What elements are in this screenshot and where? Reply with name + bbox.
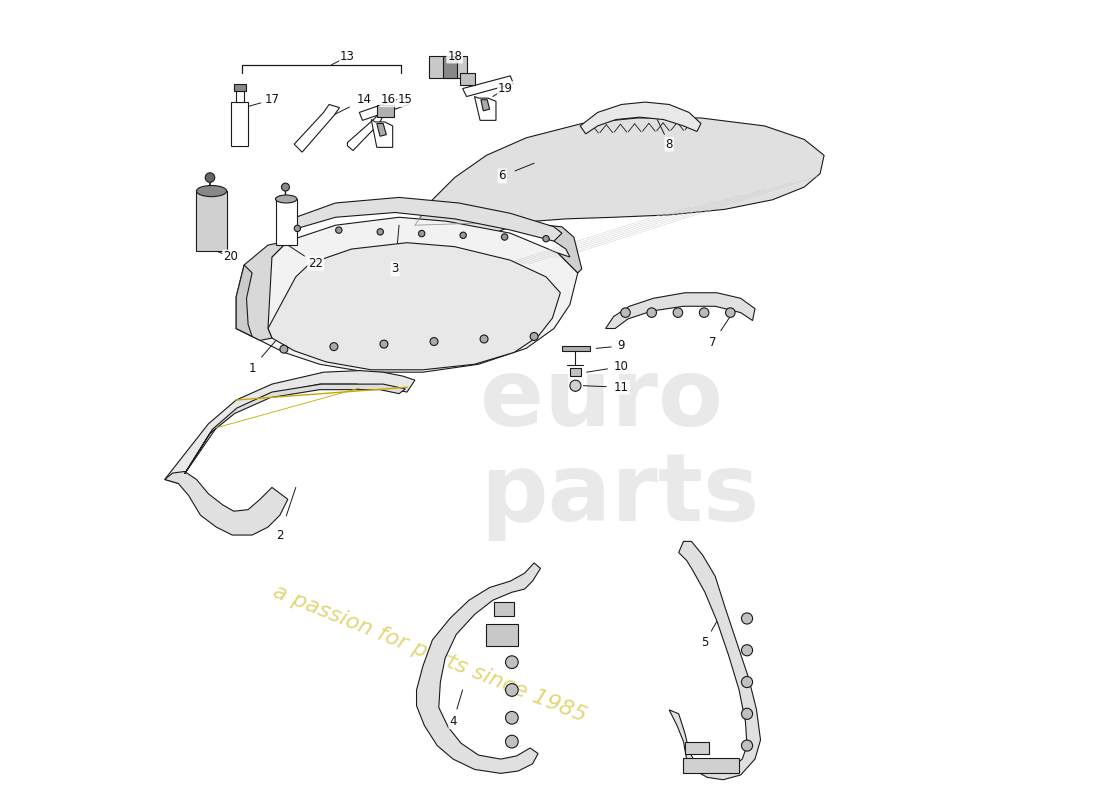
Text: 10: 10 bbox=[614, 360, 629, 373]
Circle shape bbox=[530, 333, 538, 341]
Polygon shape bbox=[236, 265, 252, 337]
Polygon shape bbox=[236, 241, 288, 341]
Polygon shape bbox=[546, 226, 582, 273]
Ellipse shape bbox=[197, 186, 227, 197]
Text: 16: 16 bbox=[381, 93, 395, 106]
Polygon shape bbox=[562, 346, 590, 350]
Polygon shape bbox=[580, 102, 701, 134]
Text: 13: 13 bbox=[340, 50, 355, 63]
Bar bbox=[197, 191, 227, 250]
Text: parts: parts bbox=[480, 450, 759, 542]
Text: 22: 22 bbox=[308, 257, 323, 270]
Bar bbox=[231, 102, 249, 146]
Text: 4: 4 bbox=[449, 715, 456, 728]
Text: euro: euro bbox=[480, 354, 723, 446]
Text: 17: 17 bbox=[264, 93, 279, 106]
Circle shape bbox=[282, 183, 289, 191]
Polygon shape bbox=[294, 105, 340, 152]
Polygon shape bbox=[669, 542, 760, 780]
Circle shape bbox=[430, 338, 438, 346]
Circle shape bbox=[673, 308, 683, 318]
Circle shape bbox=[206, 173, 214, 182]
Circle shape bbox=[647, 308, 657, 318]
Ellipse shape bbox=[275, 195, 297, 203]
Text: 18: 18 bbox=[448, 50, 462, 62]
Bar bbox=[486, 624, 518, 646]
Text: 14: 14 bbox=[356, 93, 372, 106]
Text: 3: 3 bbox=[392, 262, 399, 275]
Circle shape bbox=[480, 335, 488, 343]
Circle shape bbox=[506, 684, 518, 696]
Bar bbox=[234, 84, 245, 91]
Bar bbox=[276, 199, 297, 245]
Circle shape bbox=[279, 345, 288, 353]
Circle shape bbox=[726, 308, 735, 318]
Polygon shape bbox=[165, 471, 288, 535]
Bar bbox=[442, 56, 458, 78]
Polygon shape bbox=[348, 113, 383, 150]
Text: 11: 11 bbox=[614, 381, 629, 394]
Circle shape bbox=[700, 308, 708, 318]
Bar bbox=[377, 106, 394, 117]
Polygon shape bbox=[372, 119, 393, 147]
Text: a passion for parts since 1985: a passion for parts since 1985 bbox=[271, 582, 590, 726]
Circle shape bbox=[418, 230, 425, 237]
Bar bbox=[685, 742, 708, 754]
Circle shape bbox=[741, 708, 752, 719]
Text: 19: 19 bbox=[498, 82, 513, 95]
Bar bbox=[683, 758, 739, 774]
Circle shape bbox=[502, 234, 508, 240]
Polygon shape bbox=[481, 100, 490, 111]
Circle shape bbox=[379, 340, 388, 348]
Bar bbox=[429, 56, 468, 78]
Circle shape bbox=[336, 227, 342, 234]
Polygon shape bbox=[284, 198, 562, 241]
Polygon shape bbox=[377, 123, 386, 136]
Text: 8: 8 bbox=[666, 138, 673, 150]
Circle shape bbox=[460, 232, 466, 238]
Text: 15: 15 bbox=[398, 93, 412, 106]
Polygon shape bbox=[268, 242, 560, 370]
Text: 6: 6 bbox=[498, 170, 506, 182]
Polygon shape bbox=[606, 293, 755, 329]
Polygon shape bbox=[360, 97, 408, 120]
Circle shape bbox=[377, 229, 384, 235]
Circle shape bbox=[741, 613, 752, 624]
Bar bbox=[570, 368, 581, 376]
Circle shape bbox=[570, 380, 581, 391]
Polygon shape bbox=[403, 118, 824, 298]
Polygon shape bbox=[165, 370, 415, 483]
Text: 20: 20 bbox=[223, 250, 238, 263]
Circle shape bbox=[506, 711, 518, 724]
Text: 7: 7 bbox=[710, 336, 716, 350]
Circle shape bbox=[506, 735, 518, 748]
Circle shape bbox=[294, 226, 300, 231]
Polygon shape bbox=[417, 563, 540, 774]
Circle shape bbox=[620, 308, 630, 318]
Circle shape bbox=[741, 677, 752, 687]
Text: 5: 5 bbox=[701, 636, 708, 649]
Text: 9: 9 bbox=[618, 339, 625, 353]
Polygon shape bbox=[463, 76, 514, 97]
Circle shape bbox=[741, 740, 752, 751]
Bar bbox=[460, 74, 474, 86]
Polygon shape bbox=[236, 218, 578, 372]
Circle shape bbox=[741, 645, 752, 656]
Circle shape bbox=[543, 235, 549, 242]
Polygon shape bbox=[474, 97, 496, 120]
Circle shape bbox=[506, 656, 518, 669]
Polygon shape bbox=[185, 384, 406, 474]
Bar bbox=[236, 91, 244, 102]
Text: 2: 2 bbox=[276, 529, 284, 542]
Bar bbox=[494, 602, 515, 616]
Circle shape bbox=[330, 342, 338, 350]
Text: 1: 1 bbox=[249, 362, 256, 374]
